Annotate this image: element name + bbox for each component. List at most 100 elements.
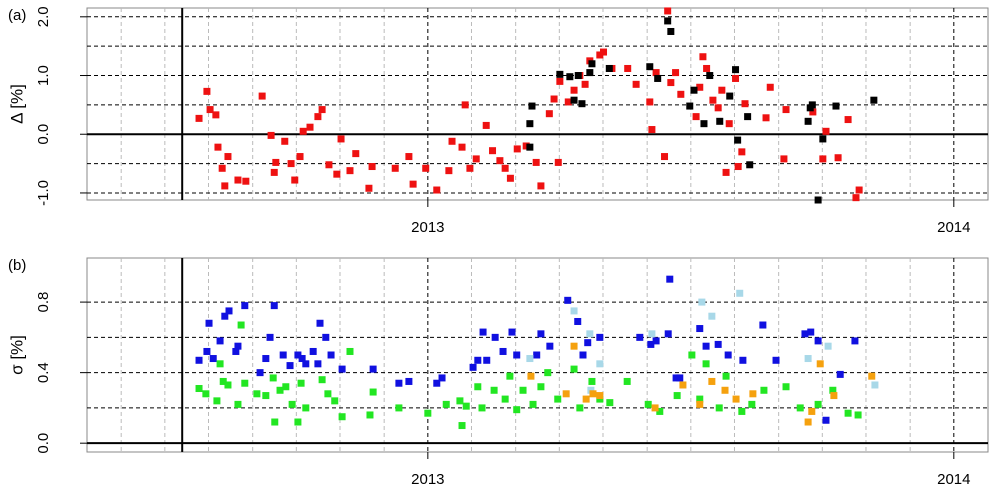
marker [734,136,742,144]
marker [282,383,290,391]
marker [438,374,446,382]
marker [221,182,229,190]
y-axis-label: Δ [%] [7,84,26,124]
marker [807,328,815,336]
marker [234,176,242,184]
marker [809,108,817,116]
marker [703,64,711,72]
marker [546,342,554,350]
marker [448,137,456,145]
marker [232,347,240,355]
marker [814,337,822,345]
marker [241,379,249,387]
marker [325,161,333,169]
marker [579,351,587,359]
marker [570,86,578,94]
marker [596,51,604,59]
marker [855,186,863,194]
y-tick-label: 0.0 [35,433,52,454]
marker [545,110,553,118]
marker [759,321,767,329]
marker [647,340,655,348]
marker [852,194,860,202]
marker [570,342,578,350]
marker [732,66,740,74]
marker [242,177,250,185]
marker [550,95,558,103]
marker [482,121,490,129]
marker [369,365,377,373]
marker [253,390,261,398]
marker [528,102,536,110]
marker [262,355,270,363]
marker [782,106,790,114]
marker [708,377,716,385]
marker [216,337,224,345]
marker [679,381,687,389]
marker [314,113,322,121]
marker [256,369,264,377]
marker [564,98,572,106]
marker [338,365,346,373]
marker [664,330,672,338]
marker [554,158,562,166]
marker [279,351,287,359]
marker [469,363,477,371]
marker [868,372,876,380]
marker [782,383,790,391]
marker [722,168,730,176]
marker [474,356,482,364]
marker [267,131,275,139]
x-tick-label: 2014 [937,219,970,236]
y-tick-label: 2.0 [35,6,52,27]
marker [501,164,509,172]
marker [570,365,578,373]
marker [224,381,232,389]
marker [739,356,747,364]
marker [581,80,589,88]
marker [744,113,752,121]
marker [203,347,211,355]
marker [738,407,746,415]
marker [299,127,307,135]
marker [574,72,582,80]
marker [696,83,704,91]
marker [725,120,733,128]
marker [212,111,220,119]
marker [808,101,816,109]
marker [456,397,464,405]
y-tick-label: 1.0 [35,65,52,86]
marker [213,397,221,405]
marker [871,381,879,389]
marker [195,356,203,364]
marker [369,388,377,396]
marker [816,360,824,368]
marker [433,186,441,194]
marker [291,176,299,184]
marker [294,351,302,359]
marker [490,386,498,394]
marker [652,337,660,345]
marker [692,113,700,121]
marker [652,69,660,77]
marker [216,360,224,368]
marker [224,153,232,161]
marker [513,145,521,153]
marker [327,351,335,359]
marker [478,404,486,412]
marker [424,409,432,417]
marker [218,164,226,172]
marker [804,355,812,363]
marker [584,339,592,347]
marker [202,390,210,398]
marker [870,96,878,104]
marker [814,196,822,204]
marker [395,379,403,387]
marker [564,296,572,304]
marker [762,114,770,122]
marker [851,337,859,345]
marker [854,411,862,419]
plot-frame [86,7,989,201]
marker [195,114,203,122]
